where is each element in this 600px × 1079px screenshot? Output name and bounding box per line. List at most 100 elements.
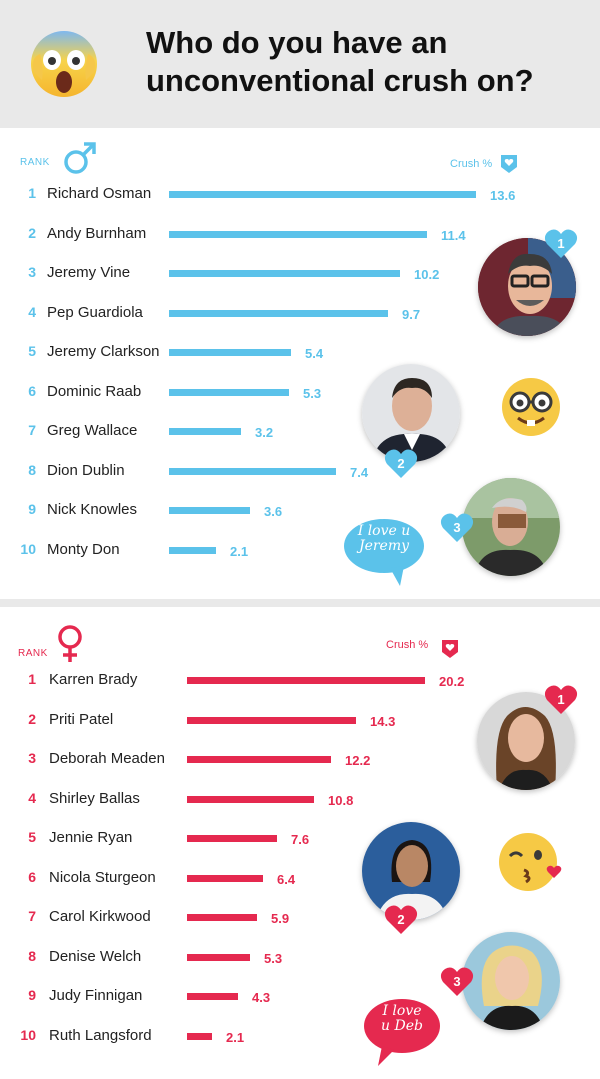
female-symbol-icon: [58, 625, 82, 662]
data-label: 20.2: [439, 674, 465, 689]
rank-number: 2: [28, 710, 36, 727]
data-label: 10.8: [328, 792, 354, 808]
category-label: Karren Brady: [49, 671, 138, 688]
category-label: Jeremy Clarkson: [47, 343, 160, 360]
data-label: 5.9: [271, 911, 290, 926]
data-label: 2.1: [230, 543, 249, 559]
data-label: 12.2: [345, 753, 371, 768]
rank-number: 3: [28, 264, 36, 280]
rank-number: 4: [28, 303, 36, 320]
bar: [169, 428, 241, 435]
bar: [169, 191, 476, 198]
kissing-face-emoji-icon: [499, 833, 562, 891]
data-label: 5.3: [264, 950, 283, 966]
rank-number: 1: [28, 671, 36, 687]
rank-number: 8: [28, 461, 36, 478]
category-label: Nick Knowles: [47, 501, 138, 518]
badge-2-icon: 2: [384, 449, 418, 478]
rank-number: 4: [28, 789, 36, 806]
category-label: Carol Kirkwood: [49, 908, 151, 925]
bar: [169, 388, 289, 396]
bar: [187, 677, 425, 684]
svg-text:1: 1: [557, 236, 564, 251]
bar: [187, 953, 250, 961]
category-label: Monty Don: [47, 540, 120, 558]
category-label: Andy Burnham: [47, 224, 147, 242]
data-label: 13.6: [490, 188, 516, 203]
bar: [187, 795, 314, 803]
rank-number: 7: [28, 908, 36, 924]
category-label: Nicola Sturgeon: [49, 868, 156, 886]
data-label: 3.6: [264, 504, 283, 519]
bar: [169, 309, 388, 317]
category-label: Jeremy Vine: [47, 264, 131, 281]
rank-number: 10: [20, 540, 36, 557]
data-label: 11.4: [441, 227, 466, 243]
data-label: 6.4: [277, 871, 296, 887]
jeremy-vine-photo: [462, 478, 560, 576]
data-label: 5.4: [305, 346, 324, 361]
svg-text:3: 3: [453, 974, 460, 989]
badge-3-icon: 3: [440, 513, 474, 542]
bar: [169, 230, 427, 238]
category-label: Dion Dublin: [47, 461, 125, 479]
badge-2-icon: 2: [384, 905, 418, 934]
title-line-1: Who do you have an: [146, 25, 448, 60]
rank-number: 6: [28, 382, 36, 399]
rank-number: 6: [28, 868, 36, 885]
rank-number: 9: [28, 501, 36, 517]
bar: [187, 716, 356, 724]
screaming-face-emoji-icon: [31, 31, 97, 97]
bar: [169, 349, 291, 356]
male-symbol-icon: [64, 142, 96, 174]
category-label: Dominic Raab: [47, 382, 142, 400]
rank-number: 3: [28, 750, 36, 766]
category-label: Deborah Meaden: [49, 750, 165, 767]
svg-text:3: 3: [453, 520, 460, 535]
data-label: 14.3: [370, 713, 396, 729]
data-label: 3.2: [255, 425, 274, 440]
female-rank-label: RANK: [18, 648, 48, 659]
female-crush-label: Crush %: [386, 639, 429, 651]
bar: [187, 993, 238, 1000]
deborah-meaden-photo: [462, 932, 560, 1030]
rank-number: 5: [28, 829, 36, 845]
data-label: 5.3: [303, 385, 322, 401]
rank-number: 2: [28, 224, 36, 241]
rank-number: 1: [28, 185, 36, 201]
rank-number: 8: [28, 947, 36, 964]
category-label: Jennie Ryan: [49, 829, 133, 846]
bubble-line-1: I love u: [357, 523, 411, 539]
rank-number: 10: [20, 1026, 36, 1043]
bubble-line-2: u Deb: [381, 1018, 423, 1034]
speech-bubble: [364, 999, 440, 1066]
svg-text:1: 1: [557, 692, 564, 707]
data-label: 7.6: [291, 832, 310, 847]
bar: [187, 835, 277, 842]
title-line-2: unconventional crush on?: [146, 63, 534, 98]
bar: [169, 546, 216, 554]
bar: [187, 1032, 212, 1040]
bubble-text: I love u Deb: [366, 1004, 438, 1034]
bar: [169, 467, 336, 475]
category-label: Pep Guardiola: [47, 303, 143, 321]
data-label: 4.3: [252, 990, 271, 1005]
header: Who do you have an unconventional crush …: [0, 0, 600, 128]
rank-number: 9: [28, 987, 36, 1003]
bar: [187, 874, 263, 882]
badge-3-icon: 3: [440, 967, 474, 996]
badge-1-icon: 1: [544, 685, 578, 714]
priti-patel-photo: [362, 822, 460, 920]
data-label: 10.2: [414, 267, 440, 282]
rank-number: 5: [28, 343, 36, 359]
male-crush-label: Crush %: [450, 158, 493, 170]
category-label: Shirley Ballas: [49, 789, 140, 807]
bar: [169, 507, 250, 514]
andy-burnham-photo: [362, 364, 460, 462]
bar: [187, 914, 257, 921]
data-label: 9.7: [402, 306, 421, 322]
category-label: Judy Finnigan: [49, 987, 143, 1004]
category-label: Priti Patel: [49, 710, 114, 728]
rank-number: 7: [28, 422, 36, 438]
bar: [169, 270, 400, 277]
